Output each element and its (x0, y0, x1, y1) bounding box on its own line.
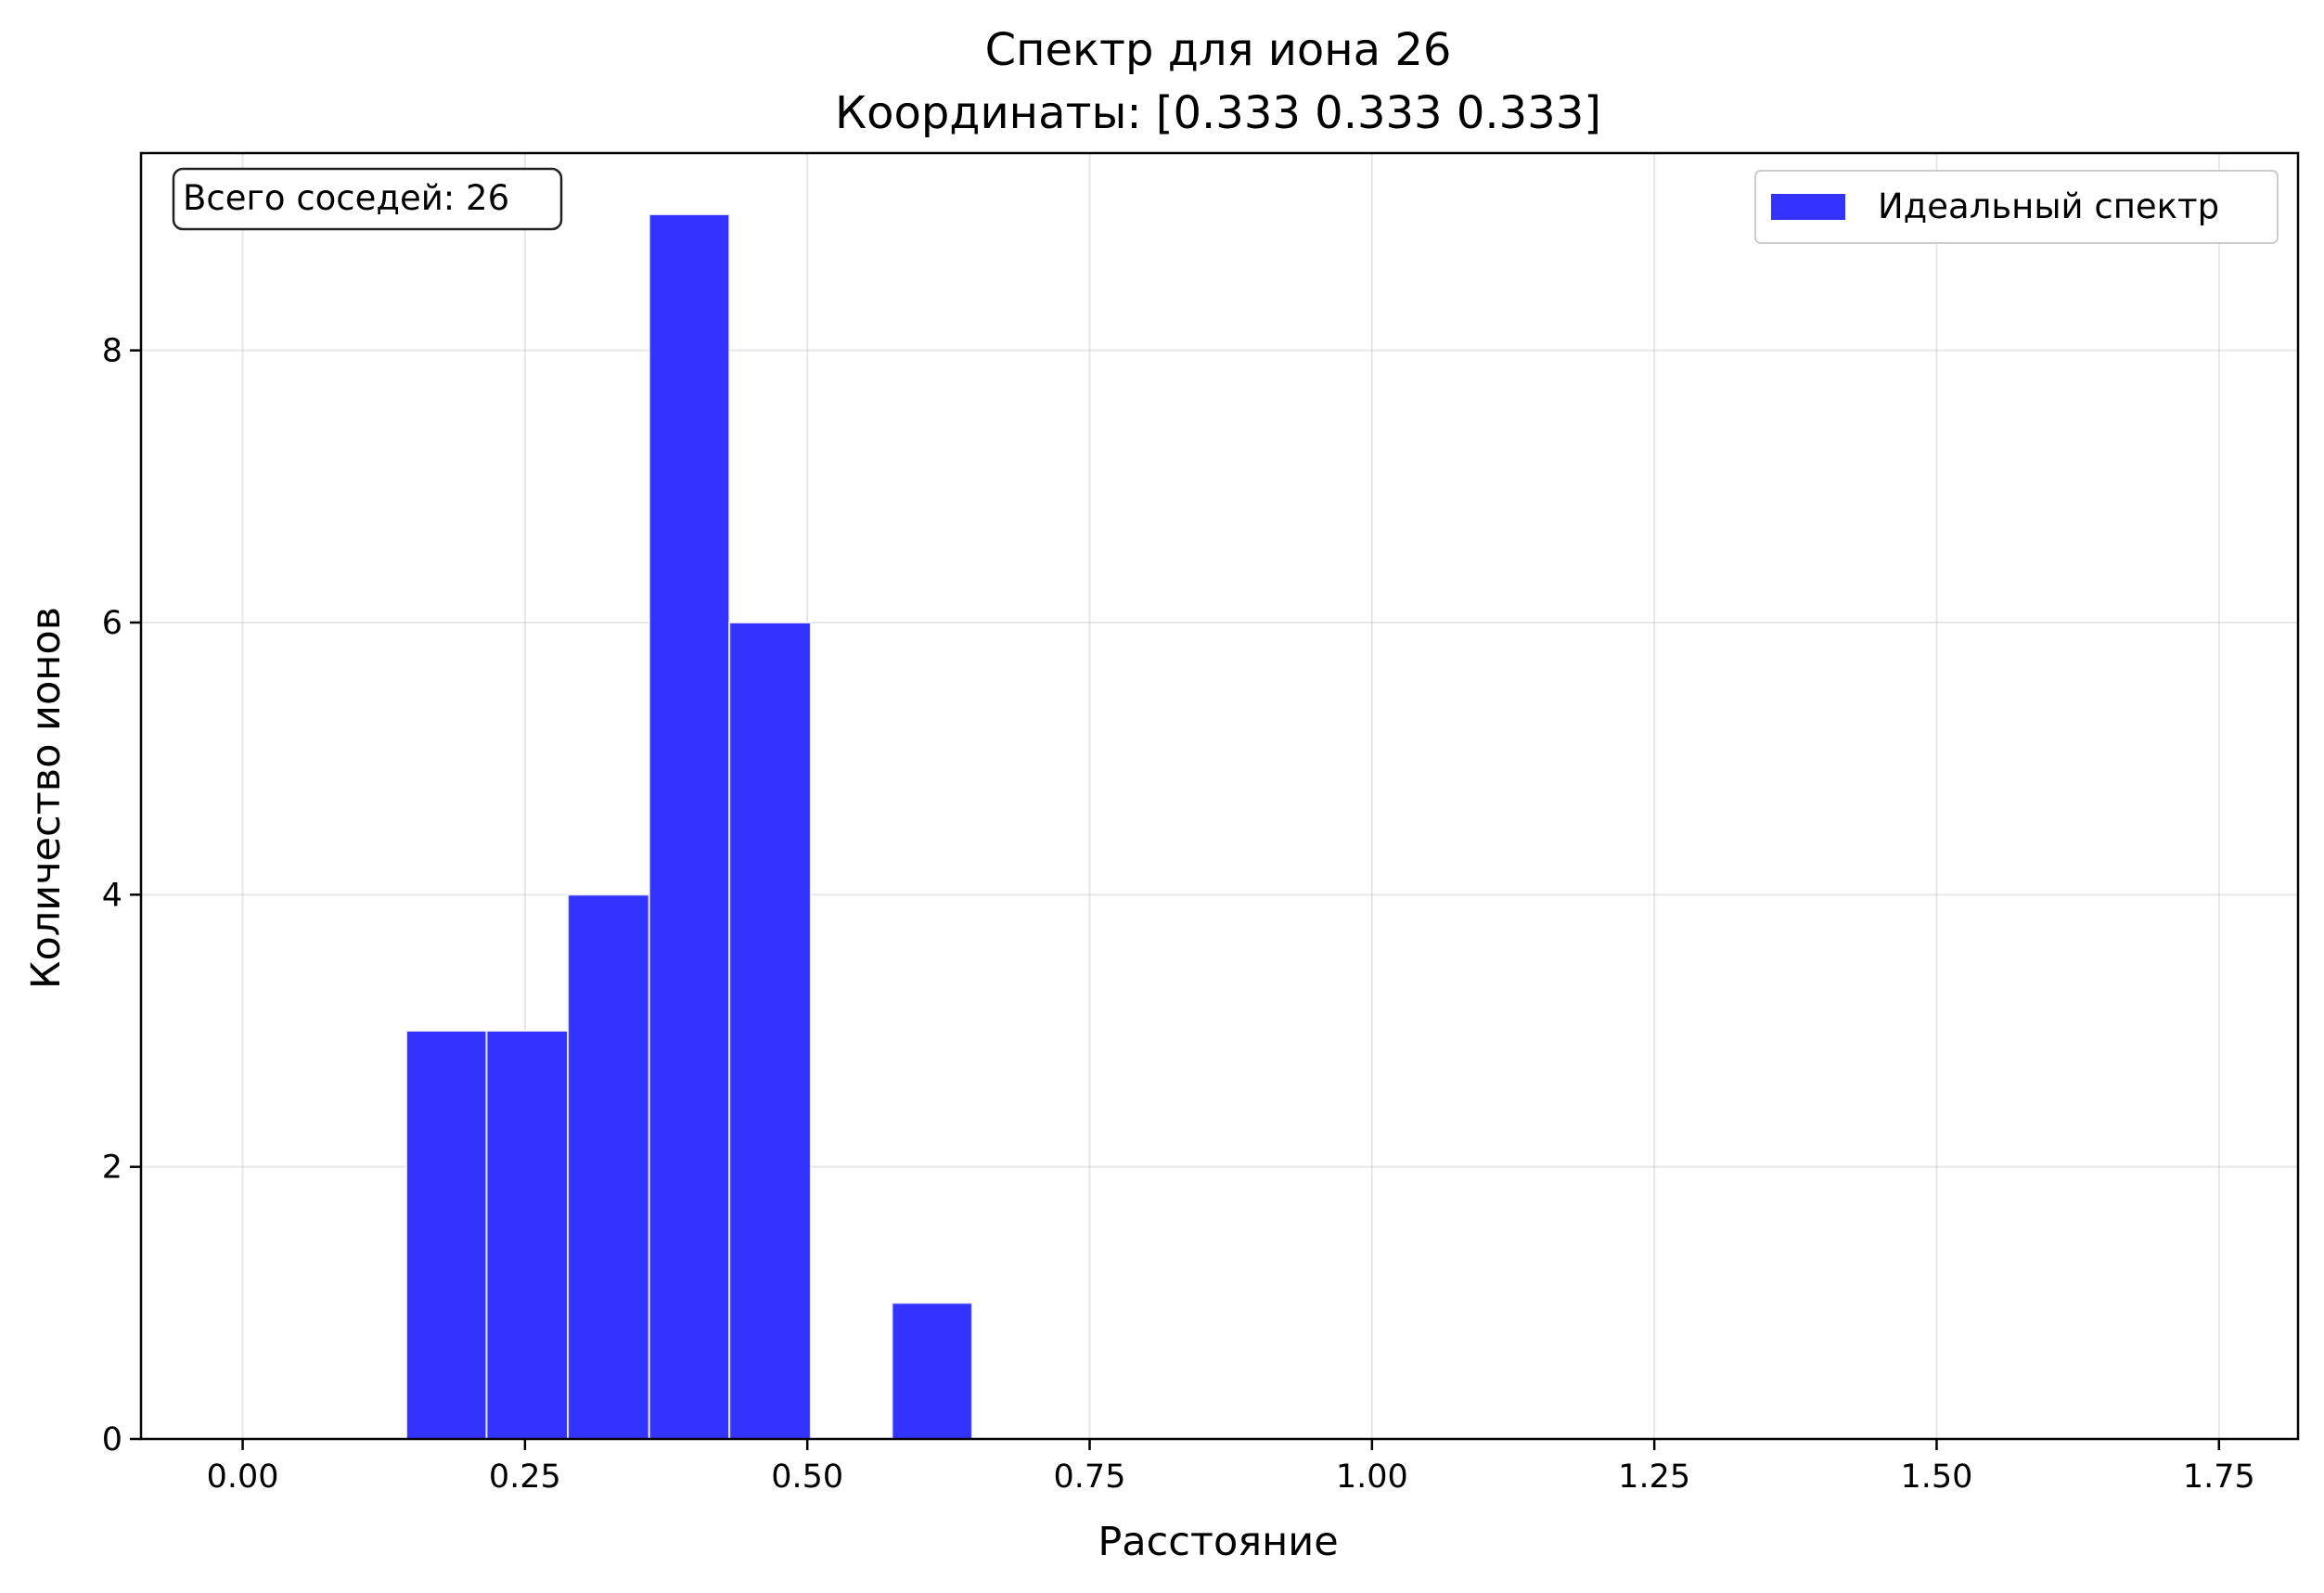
y-axis-ticks: 0 2 4 6 8 (102, 333, 141, 1458)
x-tick-label: 0.75 (1054, 1458, 1126, 1496)
axes-frame (139, 151, 2300, 1441)
x-tick-label: 1.25 (1618, 1458, 1690, 1496)
histogram-bar (567, 893, 650, 1440)
histogram-bar (891, 1302, 973, 1441)
legend-swatch (1771, 194, 1845, 220)
histogram-bar (728, 622, 812, 1440)
x-axis-ticks: 0.00 0.25 0.50 0.75 1.00 1.25 1.50 1.75 (207, 1439, 2255, 1496)
plot-area: 0.00 0.25 0.50 0.75 1.00 1.25 1.50 1.75 0 2 4 6 8 (102, 151, 2300, 1496)
histogram-bar (485, 1030, 570, 1440)
x-tick-label: 0.00 (207, 1458, 279, 1496)
chart-title-line-1: Спектр для иона 26 (985, 24, 1452, 76)
x-tick-label: 0.50 (771, 1458, 843, 1496)
x-tick-label: 1.00 (1336, 1458, 1408, 1496)
legend-box (1754, 170, 2279, 244)
histogram-bar (648, 213, 731, 1440)
annotation-box (172, 167, 563, 231)
x-tick-label: 0.25 (489, 1458, 561, 1496)
x-axis-label: Расстояние (1098, 1519, 1338, 1565)
y-axis-label: Количество ионов (23, 607, 70, 989)
annotation-text: Всего соседей: 26 (183, 178, 509, 218)
y-tick-label: 2 (102, 1150, 122, 1187)
histogram-bars (405, 213, 973, 1441)
x-tick-label: 1.75 (2183, 1458, 2255, 1496)
legend: Идеальный спектр (1754, 170, 2279, 244)
y-tick-label: 4 (102, 877, 122, 914)
y-tick-label: 8 (102, 333, 122, 370)
y-tick-label: 6 (102, 605, 122, 642)
histogram-bar (405, 1030, 488, 1440)
legend-label: Идеальный спектр (1878, 186, 2219, 226)
chart-title-line-2: Координаты: [0.333 0.333 0.333] (835, 87, 1601, 139)
neighbors-annotation: Всего соседей: 26 (172, 167, 563, 231)
y-tick-label: 0 (102, 1421, 122, 1458)
x-tick-label: 1.50 (1901, 1458, 1973, 1496)
